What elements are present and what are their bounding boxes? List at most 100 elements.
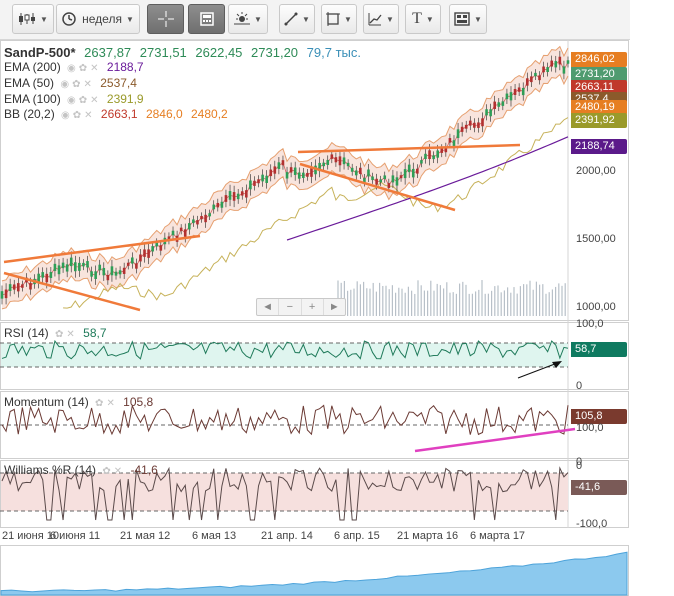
candle-body — [391, 175, 395, 183]
close-icon[interactable]: ✕ — [113, 466, 123, 477]
momentum-trendline — [414, 427, 576, 453]
calculator-icon — [199, 12, 214, 26]
candle-body — [411, 168, 415, 178]
eye-icon[interactable]: ◉ — [67, 63, 76, 74]
close-icon[interactable]: ✕ — [106, 398, 115, 409]
candle-body — [131, 257, 134, 264]
candle-body — [257, 179, 260, 184]
save-layout-button[interactable]: ▼ — [449, 4, 487, 34]
period-selector[interactable]: неделя ▼ — [56, 4, 140, 34]
candle-body — [546, 67, 549, 73]
candle-body — [501, 101, 505, 106]
zoom-out-button[interactable]: − — [279, 299, 302, 315]
rsi-label: RSI (14) — [4, 326, 49, 340]
rsi-axis-top: 100,0 — [576, 318, 604, 330]
candle-body — [379, 179, 382, 183]
scroll-left-button[interactable]: ◄ — [257, 299, 280, 315]
candle-body — [346, 162, 350, 167]
candle-body — [306, 172, 309, 177]
data-window-button[interactable] — [188, 4, 225, 34]
indicator-name: EMA (200) — [4, 60, 61, 74]
gear-icon[interactable]: ✿ — [72, 79, 81, 90]
candle-body — [86, 261, 89, 268]
candle-body — [12, 284, 16, 290]
symbol-name: SandP-500* — [4, 45, 76, 60]
candle-body — [65, 264, 69, 272]
price-tag-bb-mid: 2663,11 — [571, 80, 627, 95]
text-tool-button[interactable]: T ▼ — [405, 4, 441, 34]
trendline — [299, 162, 456, 212]
gear-icon[interactable]: ✿ — [95, 398, 104, 409]
candle-body — [359, 167, 362, 174]
candle-body — [334, 157, 338, 163]
candle-body — [387, 183, 391, 188]
date-label: 21 апр. 14 — [261, 530, 313, 542]
chart-area[interactable]: SandP-500* 2637,87 2731,51 2622,45 2731,… — [0, 40, 674, 596]
candle-body — [338, 156, 342, 166]
chart-type-button[interactable]: ▼ — [12, 4, 54, 34]
eye-icon[interactable]: ◉ — [60, 79, 70, 90]
candle-body — [155, 242, 159, 247]
candle-body — [436, 150, 439, 158]
rsi-legend: RSI (14) ✿ ✕ 58,7 — [4, 326, 107, 340]
price-tag-bb-upper: 2846,02 — [571, 52, 627, 67]
eye-icon[interactable]: ◉ — [67, 95, 76, 106]
trendline — [3, 271, 141, 312]
candle-body — [167, 236, 171, 241]
candle-body — [477, 122, 480, 128]
candle-body — [383, 175, 387, 180]
gear-icon[interactable]: ✿ — [102, 466, 111, 477]
scroll-right-button[interactable]: ► — [328, 301, 340, 313]
candle-body — [4, 289, 8, 299]
candle-body — [403, 169, 407, 179]
candle-body — [139, 254, 142, 262]
shapes-button[interactable]: ▼ — [321, 4, 357, 34]
gear-icon[interactable]: ✿ — [78, 95, 88, 106]
candle-body — [212, 204, 216, 210]
candle-body — [69, 257, 73, 267]
candle-body — [143, 249, 146, 257]
indicators-button[interactable]: ▼ — [228, 4, 268, 34]
title-row: SandP-500* 2637,87 2731,51 2622,45 2731,… — [4, 45, 361, 60]
close-icon[interactable]: ✕ — [84, 110, 93, 121]
candle-body — [375, 178, 378, 185]
candle-body — [73, 262, 77, 272]
candle-body — [135, 263, 138, 269]
eye-icon[interactable]: ◉ — [61, 110, 70, 121]
close-icon[interactable]: ✕ — [90, 63, 99, 74]
indicator-value: 2537,4 — [100, 76, 137, 90]
rsi-tag: 58,7 — [571, 342, 627, 357]
fibonacci-button[interactable]: ▼ — [363, 4, 399, 34]
zoom-in-button[interactable]: + — [302, 299, 324, 315]
gear-icon[interactable]: ✿ — [72, 110, 82, 121]
candlestick-icon — [19, 13, 36, 25]
williams-legend: Williams %R (14) ✿ ✕ -41,6 — [4, 463, 158, 477]
candle-body — [525, 78, 529, 86]
indicator-value: 2663,1 — [100, 107, 138, 121]
line-tool-button[interactable]: ▼ — [279, 4, 315, 34]
candle-body — [200, 215, 203, 220]
line-tool-icon — [284, 12, 298, 26]
shapes-icon — [326, 12, 341, 26]
date-label: 6 мая 13 — [192, 530, 237, 542]
gear-icon[interactable]: ✿ — [55, 329, 64, 340]
chart-canvas[interactable] — [0, 40, 674, 596]
candle-body — [159, 245, 163, 251]
williams-value: -41,6 — [130, 463, 158, 477]
close-icon[interactable]: ✕ — [83, 79, 92, 90]
close-icon[interactable]: ✕ — [66, 329, 75, 340]
close-icon[interactable]: ✕ — [90, 95, 99, 106]
candle-body — [171, 230, 175, 236]
candle-body — [16, 283, 20, 292]
gear-icon[interactable]: ✿ — [78, 63, 88, 74]
candle-body — [78, 262, 81, 271]
momentum-axis-bottom: 0 — [576, 456, 583, 468]
candle-body — [90, 271, 93, 277]
candle-body — [481, 118, 484, 127]
candle-body — [61, 262, 65, 269]
candle-body — [489, 109, 492, 117]
date-label: 6 апр. 15 — [334, 530, 380, 542]
williams-tag: -41,6 — [571, 480, 627, 495]
crosshair-button[interactable] — [147, 4, 184, 34]
williams-line — [1, 466, 569, 521]
